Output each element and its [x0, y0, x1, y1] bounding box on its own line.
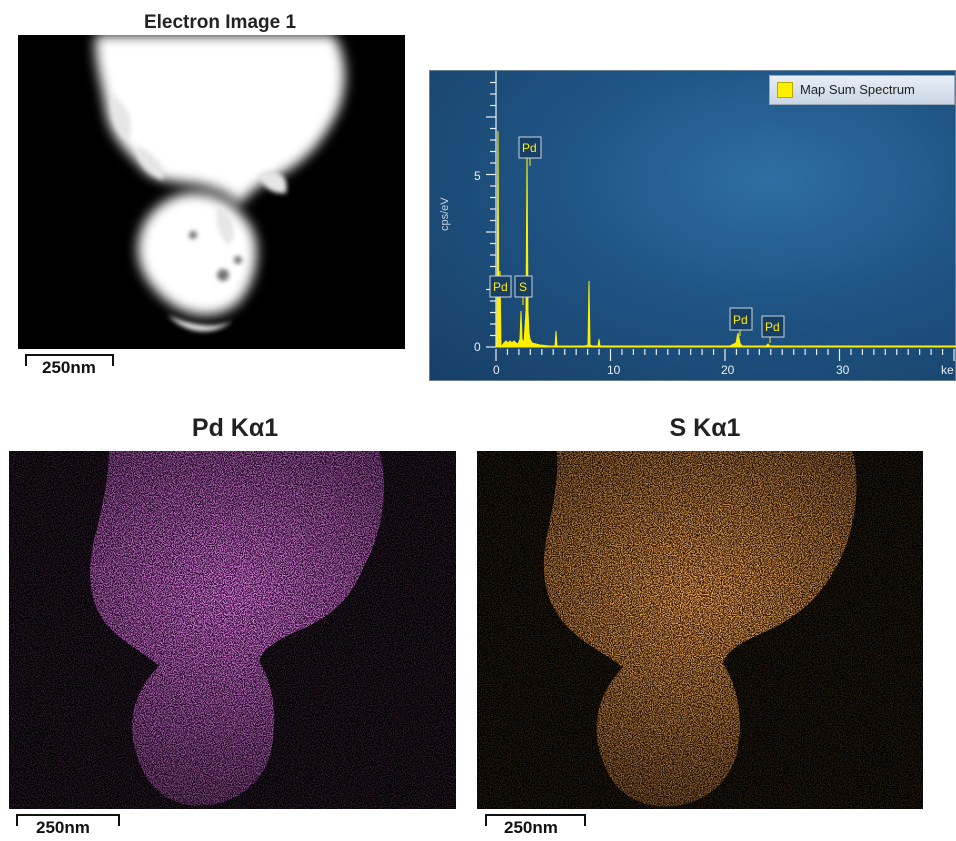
- svg-text:Pd: Pd: [493, 280, 508, 294]
- svg-text:Pd: Pd: [522, 141, 537, 155]
- electron-image-title: Electron Image 1: [143, 12, 297, 33]
- y-minor-ticks: [486, 81, 496, 348]
- pd-scale-label: 250nm: [36, 818, 90, 837]
- peak-marker-pd-1: Pd: [518, 136, 542, 166]
- electron-scale-label: 250nm: [42, 358, 96, 377]
- s-map-image: [477, 451, 923, 809]
- y-axis-label: cps/eV: [439, 197, 451, 231]
- x-tick-label-30: 30: [836, 363, 850, 377]
- x-ticks: [495, 349, 955, 361]
- pd-map-title: Pd Kα1: [191, 414, 279, 442]
- x-tick-label-0: 0: [493, 363, 500, 377]
- x-unit-label: ke: [941, 363, 954, 377]
- legend-swatch: [777, 82, 793, 98]
- peak-marker-pd-0: Pd: [489, 275, 512, 303]
- pd-scale-bar: [16, 814, 120, 826]
- peak-marker-pd-2: Pd: [729, 307, 753, 336]
- s-scale-bar: [485, 814, 586, 826]
- legend-label: Map Sum Spectrum: [800, 82, 915, 97]
- spectrum-plot: 5 0 cps/eV 0 10 20 30 ke Pd S Pd: [439, 71, 956, 377]
- x-tick-label-10: 10: [607, 363, 621, 377]
- svg-text:S: S: [519, 280, 527, 294]
- peak-markers: Pd S Pd Pd Pd: [489, 136, 785, 343]
- electron-scale-bar: [25, 354, 114, 366]
- peak-marker-s: S: [514, 275, 533, 305]
- svg-text:Pd: Pd: [733, 313, 748, 327]
- y-tick-label-0: 0: [474, 340, 481, 354]
- spectrum-line: [496, 130, 956, 349]
- peak-marker-pd-3: Pd: [761, 315, 785, 343]
- spectrum-legend[interactable]: Map Sum Spectrum: [769, 75, 955, 105]
- pd-map-image: [9, 451, 456, 809]
- x-tick-label-20: 20: [721, 363, 735, 377]
- spectrum-panel: 5 0 cps/eV 0 10 20 30 ke Pd S Pd: [429, 70, 956, 381]
- s-map-title: S Kα1: [669, 414, 741, 442]
- s-scale-label: 250nm: [504, 818, 558, 837]
- svg-text:Pd: Pd: [765, 320, 780, 334]
- electron-image: [18, 35, 405, 349]
- y-tick-label-5: 5: [474, 169, 481, 183]
